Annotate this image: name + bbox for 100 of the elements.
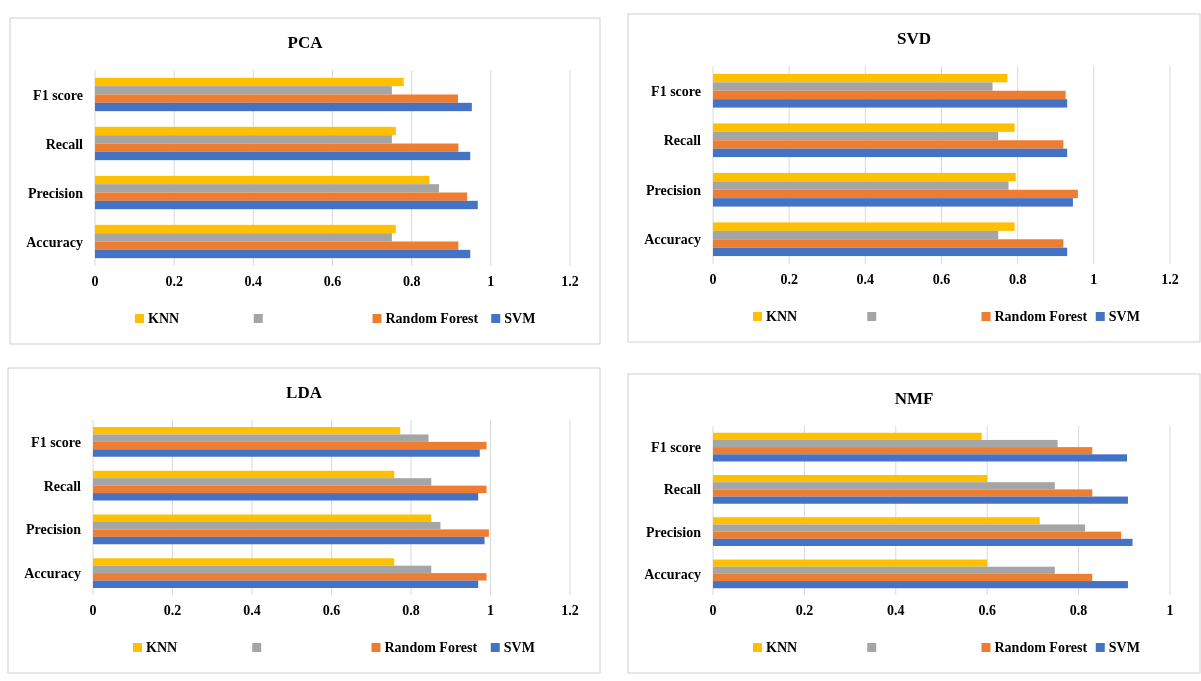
bar: [713, 230, 999, 240]
x-tick-label: 0: [89, 603, 97, 618]
bar: [713, 475, 988, 483]
bar: [713, 432, 982, 440]
x-tick-label: 1.2: [1161, 272, 1179, 287]
bar: [713, 531, 1122, 539]
x-tick-label: 1.2: [561, 274, 579, 289]
x-tick-label: 0.2: [163, 603, 182, 618]
y-tick-label: F1 score: [651, 83, 701, 99]
x-tick-label: 0.8: [402, 274, 421, 289]
bar: [95, 102, 472, 112]
bar: [713, 123, 1015, 132]
bar: [93, 514, 432, 522]
bar: [713, 524, 1085, 532]
bar: [713, 559, 988, 567]
y-tick-label: Accuracy: [644, 232, 701, 248]
y-tick-label: Precision: [28, 185, 84, 201]
bar: [713, 439, 1058, 448]
chart-title: SVD: [896, 29, 932, 48]
bar: [95, 241, 459, 250]
bar: [93, 449, 480, 457]
bar: [713, 489, 1093, 497]
legend-label: KNN: [148, 311, 180, 326]
bar: [713, 148, 1068, 158]
bar: [93, 573, 487, 581]
y-tick-label: F1 score: [31, 434, 81, 450]
x-tick-label: 1: [487, 603, 494, 618]
x-tick-label: 0.4: [244, 274, 263, 289]
legend-label: SVM: [1108, 309, 1140, 324]
bar: [713, 447, 1093, 455]
bar: [93, 485, 487, 494]
bar: [95, 200, 478, 210]
x-tick-label: 0.8: [402, 603, 420, 618]
legend-label: Random Forest: [994, 640, 1088, 655]
x-tick-label: 0.4: [243, 603, 261, 618]
bar: [95, 143, 459, 152]
bar: [713, 131, 999, 141]
x-tick-label: 0.6: [932, 272, 951, 287]
legend-label: Random Forest: [384, 640, 478, 655]
x-tick-label: 0.2: [780, 272, 798, 287]
bar: [713, 247, 1068, 257]
bar: [713, 73, 1008, 83]
y-tick-label: F1 score: [651, 440, 701, 456]
chart-title: NMF: [894, 389, 934, 408]
y-tick-label: Recall: [43, 478, 82, 494]
x-tick-label: 0.6: [323, 274, 342, 289]
x-tick-label: 1.2: [561, 603, 579, 618]
bar: [95, 249, 471, 259]
x-tick-label: 0.6: [322, 603, 341, 618]
y-tick-label: Accuracy: [644, 566, 701, 582]
bar: [93, 441, 487, 450]
bar: [713, 239, 1064, 248]
bar: [713, 82, 993, 91]
bar: [95, 126, 396, 136]
x-tick-label: 0: [709, 603, 717, 618]
x-tick-label: 0: [91, 274, 99, 289]
legend-label: Random Forest: [994, 309, 1088, 324]
x-tick-label: 0.4: [856, 272, 875, 287]
x-tick-label: 0.8: [1069, 603, 1088, 618]
legend-label: Random Forest: [385, 311, 479, 326]
legend-label: SVM: [1108, 640, 1140, 655]
bar: [93, 478, 432, 486]
bar: [95, 175, 430, 185]
x-tick-label: 0.2: [165, 274, 183, 289]
chart-title: PCA: [287, 33, 324, 52]
y-tick-label: Precision: [26, 522, 82, 538]
x-tick-label: 0.4: [887, 603, 905, 618]
bar: [93, 529, 489, 537]
bar: [93, 493, 479, 501]
bar: [93, 521, 441, 530]
bar: [95, 94, 458, 103]
legend-label: SVM: [503, 640, 535, 655]
x-tick-label: 0: [709, 272, 717, 287]
y-tick-label: Recall: [45, 136, 84, 152]
bar: [713, 517, 1040, 525]
bar: [713, 90, 1066, 100]
bar: [713, 538, 1133, 546]
y-tick-label: Recall: [663, 133, 702, 149]
y-tick-label: Precision: [646, 182, 702, 198]
legend-label: KNN: [146, 640, 178, 655]
bar: [713, 566, 1055, 574]
x-tick-label: 0.6: [978, 603, 996, 618]
x-tick-label: 1: [1090, 272, 1098, 287]
bar: [93, 558, 395, 566]
bar: [713, 573, 1093, 582]
bar: [93, 536, 485, 545]
bar: [95, 135, 392, 144]
bar: [95, 77, 404, 87]
x-tick-label: 1: [1166, 603, 1174, 618]
bar: [713, 482, 1055, 490]
bar: [95, 184, 439, 193]
y-tick-label: Accuracy: [26, 234, 83, 250]
bar: [713, 181, 1009, 190]
legend-label: SVM: [504, 311, 536, 326]
x-tick-label: 0.8: [1008, 272, 1027, 287]
legend-label: KNN: [766, 309, 798, 324]
bar: [93, 427, 401, 435]
bar: [713, 140, 1064, 149]
y-tick-label: Accuracy: [24, 566, 81, 582]
bar: [95, 151, 471, 161]
